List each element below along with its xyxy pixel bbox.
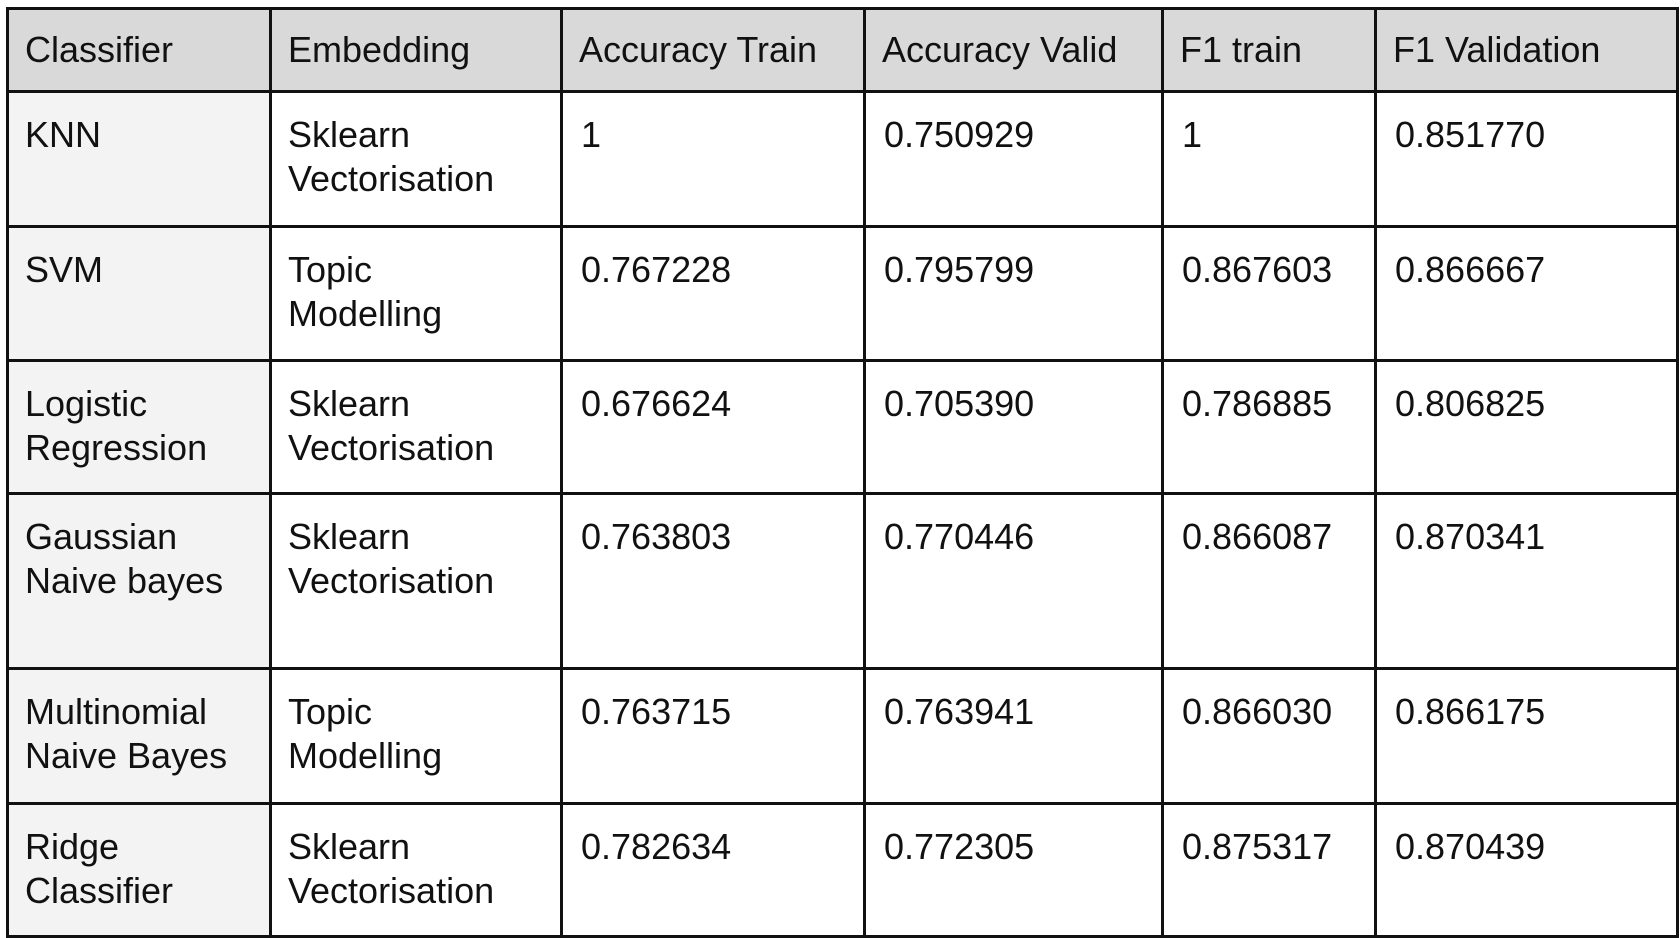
table-row: Multinomial Naive Bayes Topic Modelling …	[6, 667, 1679, 805]
cell-accuracy-train: 1	[560, 90, 866, 228]
cell-accuracy-valid: 0.770446	[863, 492, 1164, 670]
cell-f1-train: 0.786885	[1161, 359, 1377, 495]
header-row: Classifier Embedding Accuracy Train Accu…	[6, 7, 1679, 93]
cell-embedding: Sklearn Vectorisation	[269, 90, 563, 228]
cell-accuracy-train: 0.782634	[560, 802, 866, 938]
header-accuracy-valid: Accuracy Valid	[863, 7, 1164, 93]
cell-f1-train: 0.866087	[1161, 492, 1377, 670]
results-table-container: Classifier Embedding Accuracy Train Accu…	[6, 7, 1679, 938]
cell-f1-validation: 0.806825	[1374, 359, 1679, 495]
cell-f1-train: 1	[1161, 90, 1377, 228]
classifier-results-table: Classifier Embedding Accuracy Train Accu…	[6, 7, 1679, 938]
cell-accuracy-valid: 0.772305	[863, 802, 1164, 938]
cell-f1-train: 0.867603	[1161, 225, 1377, 362]
header-embedding: Embedding	[269, 7, 563, 93]
cell-accuracy-valid: 0.750929	[863, 90, 1164, 228]
cell-accuracy-valid: 0.763941	[863, 667, 1164, 805]
cell-embedding: Sklearn Vectorisation	[269, 492, 563, 670]
cell-f1-train: 0.866030	[1161, 667, 1377, 805]
cell-classifier: SVM	[6, 225, 272, 362]
cell-f1-validation: 0.851770	[1374, 90, 1679, 228]
cell-f1-validation: 0.866175	[1374, 667, 1679, 805]
cell-classifier: Logistic Regression	[6, 359, 272, 495]
header-classifier: Classifier	[6, 7, 272, 93]
cell-f1-train: 0.875317	[1161, 802, 1377, 938]
cell-classifier: Ridge Classifier	[6, 802, 272, 938]
cell-embedding: Sklearn Vectorisation	[269, 802, 563, 938]
cell-f1-validation: 0.870341	[1374, 492, 1679, 670]
cell-accuracy-train: 0.763715	[560, 667, 866, 805]
table-row: Logistic Regression Sklearn Vectorisatio…	[6, 359, 1679, 495]
cell-classifier: KNN	[6, 90, 272, 228]
table-row: SVM Topic Modelling 0.767228 0.795799 0.…	[6, 225, 1679, 362]
cell-accuracy-valid: 0.795799	[863, 225, 1164, 362]
table-row: Ridge Classifier Sklearn Vectorisation 0…	[6, 802, 1679, 938]
cell-accuracy-train: 0.767228	[560, 225, 866, 362]
cell-accuracy-train: 0.763803	[560, 492, 866, 670]
cell-classifier: Multinomial Naive Bayes	[6, 667, 272, 805]
cell-f1-validation: 0.866667	[1374, 225, 1679, 362]
table-row: KNN Sklearn Vectorisation 1 0.750929 1 0…	[6, 90, 1679, 228]
header-f1-validation: F1 Validation	[1374, 7, 1679, 93]
cell-embedding: Topic Modelling	[269, 225, 563, 362]
cell-embedding: Topic Modelling	[269, 667, 563, 805]
cell-accuracy-valid: 0.705390	[863, 359, 1164, 495]
cell-embedding: Sklearn Vectorisation	[269, 359, 563, 495]
cell-accuracy-train: 0.676624	[560, 359, 866, 495]
header-accuracy-train: Accuracy Train	[560, 7, 866, 93]
cell-classifier: Gaussian Naive bayes	[6, 492, 272, 670]
table-row: Gaussian Naive bayes Sklearn Vectorisati…	[6, 492, 1679, 670]
cell-f1-validation: 0.870439	[1374, 802, 1679, 938]
header-f1-train: F1 train	[1161, 7, 1377, 93]
